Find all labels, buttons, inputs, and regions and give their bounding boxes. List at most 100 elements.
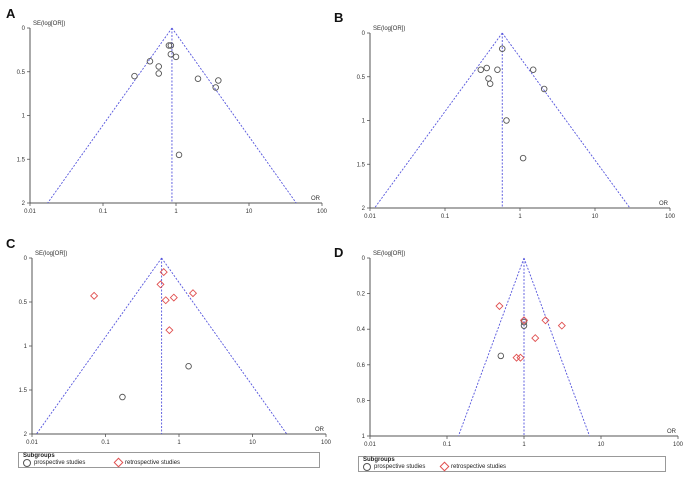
y-tick-label: 2 bbox=[24, 432, 28, 438]
study-point-circle bbox=[520, 322, 528, 329]
x-tick-label: 100 bbox=[317, 209, 328, 215]
y-tick-label: 2 bbox=[22, 201, 26, 207]
funnel-left-line bbox=[458, 257, 525, 437]
y-axis-label: SE(log[OR]) bbox=[373, 251, 405, 257]
study-point-circle bbox=[499, 45, 506, 53]
legend-label-retrospective: retrospective studies bbox=[125, 459, 181, 466]
x-tick-label: 0.1 bbox=[443, 442, 452, 448]
panel-label-c: C bbox=[6, 236, 16, 251]
study-point-circle bbox=[146, 58, 154, 65]
panel-label-a: A bbox=[6, 6, 16, 21]
legend-label-prospective: prospective studies bbox=[34, 460, 86, 466]
y-axis-label: SE(log[OR]) bbox=[373, 26, 405, 32]
study-point-circle bbox=[503, 117, 510, 124]
study-point-circle bbox=[494, 66, 501, 73]
legend-label-prospective: prospective studies bbox=[374, 464, 426, 470]
study-point-circle bbox=[519, 154, 527, 162]
study-point-diamond bbox=[159, 268, 168, 277]
legend-c: Subgroups prospective studies retrospect… bbox=[18, 452, 320, 468]
x-tick-label: 1 bbox=[177, 440, 181, 446]
study-point-circle bbox=[185, 362, 192, 370]
study-point-circle bbox=[155, 63, 162, 70]
x-tick-label: 10 bbox=[249, 440, 256, 446]
study-point-diamond bbox=[557, 321, 566, 330]
funnel-left-line bbox=[36, 257, 162, 435]
diamond-marker-icon bbox=[113, 457, 124, 468]
x-axis-label: OR bbox=[659, 201, 669, 207]
diamond-marker-icon bbox=[439, 461, 450, 472]
y-tick-label: 0.4 bbox=[357, 327, 366, 333]
y-tick-label: 1 bbox=[362, 119, 366, 125]
legend-title: Subgroups bbox=[363, 457, 395, 463]
y-tick-label: 0 bbox=[22, 26, 26, 32]
y-tick-label: 0.5 bbox=[17, 70, 26, 76]
study-point-circle bbox=[172, 53, 180, 61]
circle-marker-icon bbox=[23, 459, 31, 467]
funnel-right-line bbox=[501, 32, 631, 209]
y-tick-label: 0.2 bbox=[357, 292, 366, 298]
panel-label-d: D bbox=[334, 245, 344, 260]
x-tick-label: 0.1 bbox=[441, 214, 450, 220]
study-point-diamond bbox=[495, 302, 504, 311]
x-tick-label: 1 bbox=[522, 442, 526, 448]
x-tick-label: 0.1 bbox=[101, 440, 110, 446]
study-point-circle bbox=[167, 51, 175, 58]
y-tick-label: 0.5 bbox=[19, 300, 28, 306]
legend-item-prospective: prospective studies bbox=[363, 463, 425, 471]
x-tick-label: 0.01 bbox=[26, 440, 38, 446]
y-tick-label: 0.8 bbox=[357, 398, 366, 404]
study-point-circle bbox=[540, 85, 548, 93]
study-point-circle bbox=[175, 151, 183, 159]
y-tick-label: 1 bbox=[24, 344, 28, 350]
study-point-circle bbox=[497, 352, 505, 360]
study-point-diamond bbox=[156, 280, 165, 289]
study-point-circle bbox=[529, 66, 537, 73]
study-point-circle bbox=[194, 75, 202, 82]
funnel-left-line bbox=[47, 27, 173, 204]
panel-label-b: B bbox=[334, 10, 344, 25]
study-point-diamond bbox=[90, 291, 99, 300]
y-tick-label: 0.5 bbox=[357, 75, 366, 81]
y-axis-label: SE(log[OR]) bbox=[35, 251, 67, 257]
circle-marker-icon bbox=[363, 463, 371, 471]
funnel-left-line bbox=[374, 32, 503, 209]
x-tick-label: 10 bbox=[246, 209, 253, 215]
study-point-circle bbox=[483, 64, 490, 72]
study-point-diamond bbox=[165, 326, 174, 335]
legend-item-retrospective: retrospective studies bbox=[439, 461, 507, 472]
x-tick-label: 1 bbox=[174, 209, 178, 215]
x-tick-label: 10 bbox=[598, 442, 605, 448]
x-axis-label: OR bbox=[315, 427, 325, 433]
x-tick-label: 100 bbox=[321, 440, 332, 446]
legend-item-retrospective: retrospective studies bbox=[113, 457, 181, 468]
study-point-diamond bbox=[161, 296, 170, 305]
legend-label-retrospective: retrospective studies bbox=[451, 463, 507, 470]
x-tick-label: 100 bbox=[665, 214, 676, 220]
legend-title: Subgroups bbox=[23, 453, 55, 459]
study-point-circle bbox=[520, 318, 528, 326]
study-point-circle bbox=[215, 77, 222, 84]
x-tick-label: 0.01 bbox=[24, 209, 36, 215]
y-axis-label: SE(log[OR]) bbox=[33, 21, 65, 27]
study-point-circle bbox=[155, 70, 162, 77]
study-point-diamond bbox=[516, 353, 525, 362]
x-tick-label: 0.01 bbox=[364, 214, 376, 220]
x-tick-label: 10 bbox=[592, 214, 599, 220]
x-axis-label: OR bbox=[311, 196, 321, 202]
study-point-circle bbox=[486, 80, 494, 87]
study-point-diamond bbox=[541, 316, 550, 325]
x-tick-label: 100 bbox=[673, 442, 684, 448]
y-tick-label: 1.5 bbox=[19, 388, 28, 394]
funnel-right-line bbox=[523, 257, 590, 437]
y-tick-label: 0 bbox=[362, 256, 366, 262]
study-point-diamond bbox=[519, 316, 529, 325]
study-point-circle bbox=[477, 66, 485, 73]
x-tick-label: 0.01 bbox=[364, 442, 376, 448]
study-point-circle bbox=[165, 42, 173, 49]
study-point-circle bbox=[167, 42, 175, 49]
study-point-diamond bbox=[531, 334, 540, 343]
study-point-circle bbox=[212, 84, 219, 91]
